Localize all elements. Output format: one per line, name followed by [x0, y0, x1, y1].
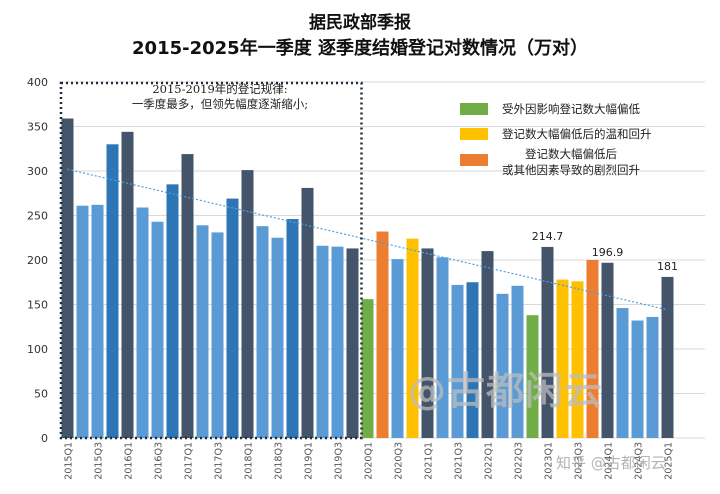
y-tick-label: 250: [27, 210, 48, 223]
legend-swatch-yellow: [460, 128, 488, 140]
x-tick-label: 2019Q1: [304, 442, 315, 480]
bar-2019Q2: [316, 245, 329, 438]
legend-label-external: 受外因影响登记数大幅偏低: [502, 102, 640, 116]
bar-2018Q4: [286, 219, 299, 438]
y-tick-label: 150: [27, 299, 48, 312]
y-tick-label: 200: [27, 254, 48, 267]
x-tick-label: 2024Q1: [604, 442, 615, 480]
x-tick-label: 2015Q1: [64, 442, 75, 480]
bar-2019Q1: [301, 187, 314, 438]
chart-title-line2: 2015-2025年一季度 逐季度结婚登记对数情况（万对）: [132, 38, 588, 59]
annotation-line1: 2015-2019年的登记规律:: [152, 82, 288, 96]
bar-2022Q1: [481, 251, 494, 438]
trendline: [67, 168, 668, 311]
bar-2023Q1: [541, 246, 554, 438]
bar-2018Q2: [256, 226, 269, 438]
legend-item-mild-rebound: 登记数大幅偏低后的温和回升: [460, 126, 652, 142]
bar-2017Q1: [181, 154, 194, 438]
bar-2015Q1: [61, 118, 74, 439]
bar-2016Q4: [166, 184, 179, 438]
bar-2024Q1: [601, 262, 614, 438]
x-tick-label: 2020Q1: [364, 442, 375, 480]
bar-2017Q2: [196, 225, 209, 438]
x-tick-label: 2020Q3: [394, 442, 405, 480]
x-tick-label: 2018Q1: [244, 442, 255, 480]
bar-2023Q2: [556, 279, 569, 438]
bar-2015Q2: [76, 205, 89, 438]
bar-2024Q2: [616, 308, 629, 438]
x-tick-label: 2022Q3: [514, 442, 525, 480]
bar-2021Q2: [436, 257, 449, 438]
bar-2018Q1: [241, 170, 254, 439]
y-tick-label: 50: [34, 388, 48, 401]
y-tick-label: 400: [27, 76, 48, 89]
x-tick-label: 2023Q1: [544, 442, 555, 480]
bar-2022Q3: [511, 285, 524, 438]
bar-2023Q4: [586, 260, 599, 438]
bar-2022Q4: [526, 315, 539, 438]
bar-2017Q4: [226, 198, 239, 438]
pattern-annotation: 2015-2019年的登记规律: 一季度最多，但领先幅度逐渐缩小;: [100, 82, 340, 112]
y-tick-label: 350: [27, 121, 48, 134]
legend-label-sharp-rebound: 登记数大幅偏低后 或其他因素导致的剧烈回升: [502, 147, 640, 177]
chart-title-line1: 据民政部季报: [309, 13, 411, 33]
x-tick-label: 2023Q3: [574, 442, 585, 480]
bar-2016Q1: [121, 131, 134, 438]
bar-2021Q4: [466, 282, 479, 438]
x-tick-label: 2019Q3: [334, 442, 345, 480]
x-tick-label: 2021Q3: [454, 442, 465, 480]
bar-2016Q2: [136, 207, 149, 438]
bar-2022Q2: [496, 293, 509, 438]
bar-2020Q2: [376, 231, 389, 438]
bar-2023Q3: [571, 281, 584, 438]
bar-2020Q1: [361, 299, 374, 438]
x-tick-label: 2018Q3: [274, 442, 285, 480]
x-tick-label: 2025Q1: [664, 442, 675, 480]
data-label: 181: [657, 260, 678, 273]
bar-2015Q4: [106, 144, 119, 439]
x-tick-label: 2016Q1: [124, 442, 135, 480]
legend-item-external: 受外因影响登记数大幅偏低: [460, 101, 640, 117]
bar-2025Q1: [661, 276, 674, 438]
watermark-corner: 知乎 @古都闲云: [556, 454, 666, 472]
x-tick-label: 2015Q3: [94, 442, 105, 480]
highlight-box-2015-2019: [59, 81, 363, 440]
bar-2018Q3: [271, 237, 284, 438]
x-tick-label: 2016Q3: [154, 442, 165, 480]
bar-2016Q3: [151, 221, 164, 438]
data-label: 214.7: [532, 230, 564, 243]
bar-2015Q3: [91, 204, 104, 438]
data-label: 196.9: [592, 246, 624, 259]
y-tick-label: 300: [27, 165, 48, 178]
bar-2020Q4: [406, 238, 419, 438]
legend-swatch-orange: [460, 154, 488, 166]
y-tick-label: 100: [27, 343, 48, 356]
y-tick-label: 0: [41, 432, 48, 445]
bar-2017Q3: [211, 232, 224, 438]
bar-2019Q4: [346, 248, 359, 438]
bar-2019Q3: [331, 246, 344, 438]
x-tick-label: 2022Q1: [484, 442, 495, 480]
bar-2021Q1: [421, 248, 434, 438]
legend-swatch-green: [460, 103, 488, 115]
x-tick-label: 2021Q1: [424, 442, 435, 480]
annotation-line2: 一季度最多，但领先幅度逐渐缩小;: [131, 97, 309, 111]
bar-2020Q3: [391, 259, 404, 438]
x-tick-label: 2017Q3: [214, 442, 225, 480]
bar-2021Q3: [451, 284, 464, 438]
legend-item-sharp-rebound: 登记数大幅偏低后 或其他因素导致的剧烈回升: [460, 146, 640, 178]
watermark: @古都闲云: [408, 369, 604, 413]
x-tick-label: 2024Q3: [634, 442, 645, 480]
legend-label-mild-rebound: 登记数大幅偏低后的温和回升: [502, 127, 652, 141]
x-tick-label: 2017Q1: [184, 442, 195, 480]
bar-2024Q4: [646, 316, 659, 438]
bar-2024Q3: [631, 320, 644, 438]
